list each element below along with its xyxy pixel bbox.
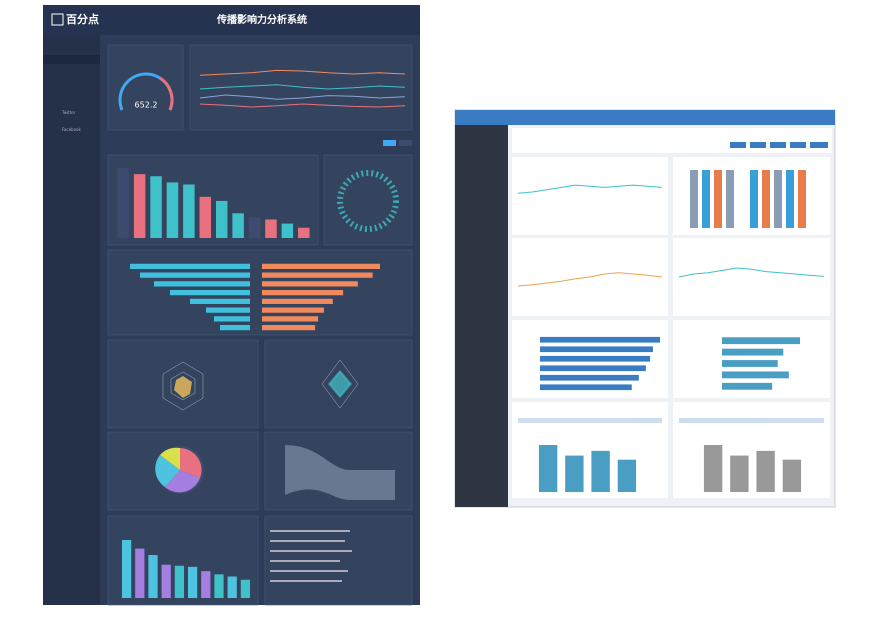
logo-icon [51, 13, 64, 26]
bar [782, 459, 802, 492]
bar [227, 576, 237, 598]
bar [140, 272, 250, 278]
bar [540, 384, 632, 391]
bar [591, 450, 610, 492]
bar [540, 374, 639, 381]
bar [756, 450, 775, 492]
bar [190, 298, 250, 304]
bar [265, 219, 277, 238]
bar [703, 445, 723, 492]
line [199, 84, 406, 90]
line [199, 103, 406, 108]
bar [121, 540, 132, 598]
bar [722, 348, 784, 356]
left-header [43, 5, 420, 35]
filter-bar [512, 128, 832, 153]
gauge-value: 652.2 [135, 101, 158, 110]
bar [170, 290, 250, 296]
bar [133, 174, 146, 238]
bar [161, 564, 171, 598]
title: 传播影响力分析系统 [216, 13, 307, 26]
radar-area [328, 370, 352, 398]
line [199, 94, 406, 100]
pie-slice [155, 455, 180, 487]
right-topbar [455, 110, 835, 125]
bar [722, 371, 789, 379]
menu-item[interactable]: Facebook [62, 127, 81, 132]
bar [248, 217, 261, 238]
bar [174, 565, 185, 598]
pie-slice [180, 448, 202, 478]
bar [540, 355, 651, 362]
bar [262, 263, 380, 269]
bar [262, 316, 319, 322]
bar [214, 316, 250, 322]
gauge-arc-red [159, 76, 174, 111]
menu-active[interactable] [43, 55, 100, 64]
bar [214, 574, 224, 598]
button[interactable] [399, 140, 412, 146]
logo: 百分点 [66, 12, 99, 26]
bar [540, 336, 660, 343]
bar [540, 365, 646, 372]
bar [130, 263, 250, 269]
line [199, 69, 406, 76]
right-sidebar [455, 125, 508, 507]
bar [206, 307, 250, 313]
right-dashboard [454, 109, 836, 508]
line [678, 267, 825, 278]
bar [215, 200, 228, 238]
pie-slice [165, 470, 200, 493]
bar [232, 213, 244, 238]
panel [323, 154, 413, 246]
bar [262, 272, 373, 278]
bar [722, 382, 773, 390]
panel [107, 44, 184, 131]
network [337, 170, 399, 232]
bar [187, 566, 198, 598]
bar [262, 307, 324, 313]
line [517, 272, 663, 287]
menu-item[interactable]: Twitter [61, 110, 76, 115]
line [517, 184, 663, 194]
sankey [285, 445, 395, 500]
left-dashboard: 百分点 传播影响力分析系统 Twitter Facebook 652.2 [43, 5, 420, 606]
panel [107, 249, 413, 336]
bar [150, 176, 162, 238]
bar [565, 455, 584, 492]
news-list [270, 530, 352, 582]
button[interactable] [383, 140, 396, 146]
bar [540, 346, 653, 353]
bar [262, 281, 358, 287]
bar [262, 325, 316, 331]
bar [183, 184, 195, 238]
bar [220, 325, 250, 331]
bar [262, 290, 344, 296]
filter-buttons [730, 142, 828, 148]
stacked-bars [690, 170, 806, 228]
bar [166, 182, 179, 238]
bar [262, 298, 333, 304]
bar [135, 548, 145, 598]
radar-area [174, 376, 192, 398]
tables [518, 418, 824, 423]
bar [281, 223, 294, 238]
bar [617, 459, 637, 492]
bar [722, 360, 778, 367]
bar [730, 455, 749, 492]
bar [154, 281, 250, 287]
bar [199, 196, 212, 238]
bar [298, 227, 310, 238]
bar [201, 571, 211, 598]
bar [722, 337, 800, 345]
bar [117, 168, 129, 238]
pie-slice [160, 447, 180, 470]
bar [240, 579, 251, 598]
bar [148, 555, 158, 598]
bar [538, 445, 558, 492]
left-sidebar [43, 35, 100, 605]
